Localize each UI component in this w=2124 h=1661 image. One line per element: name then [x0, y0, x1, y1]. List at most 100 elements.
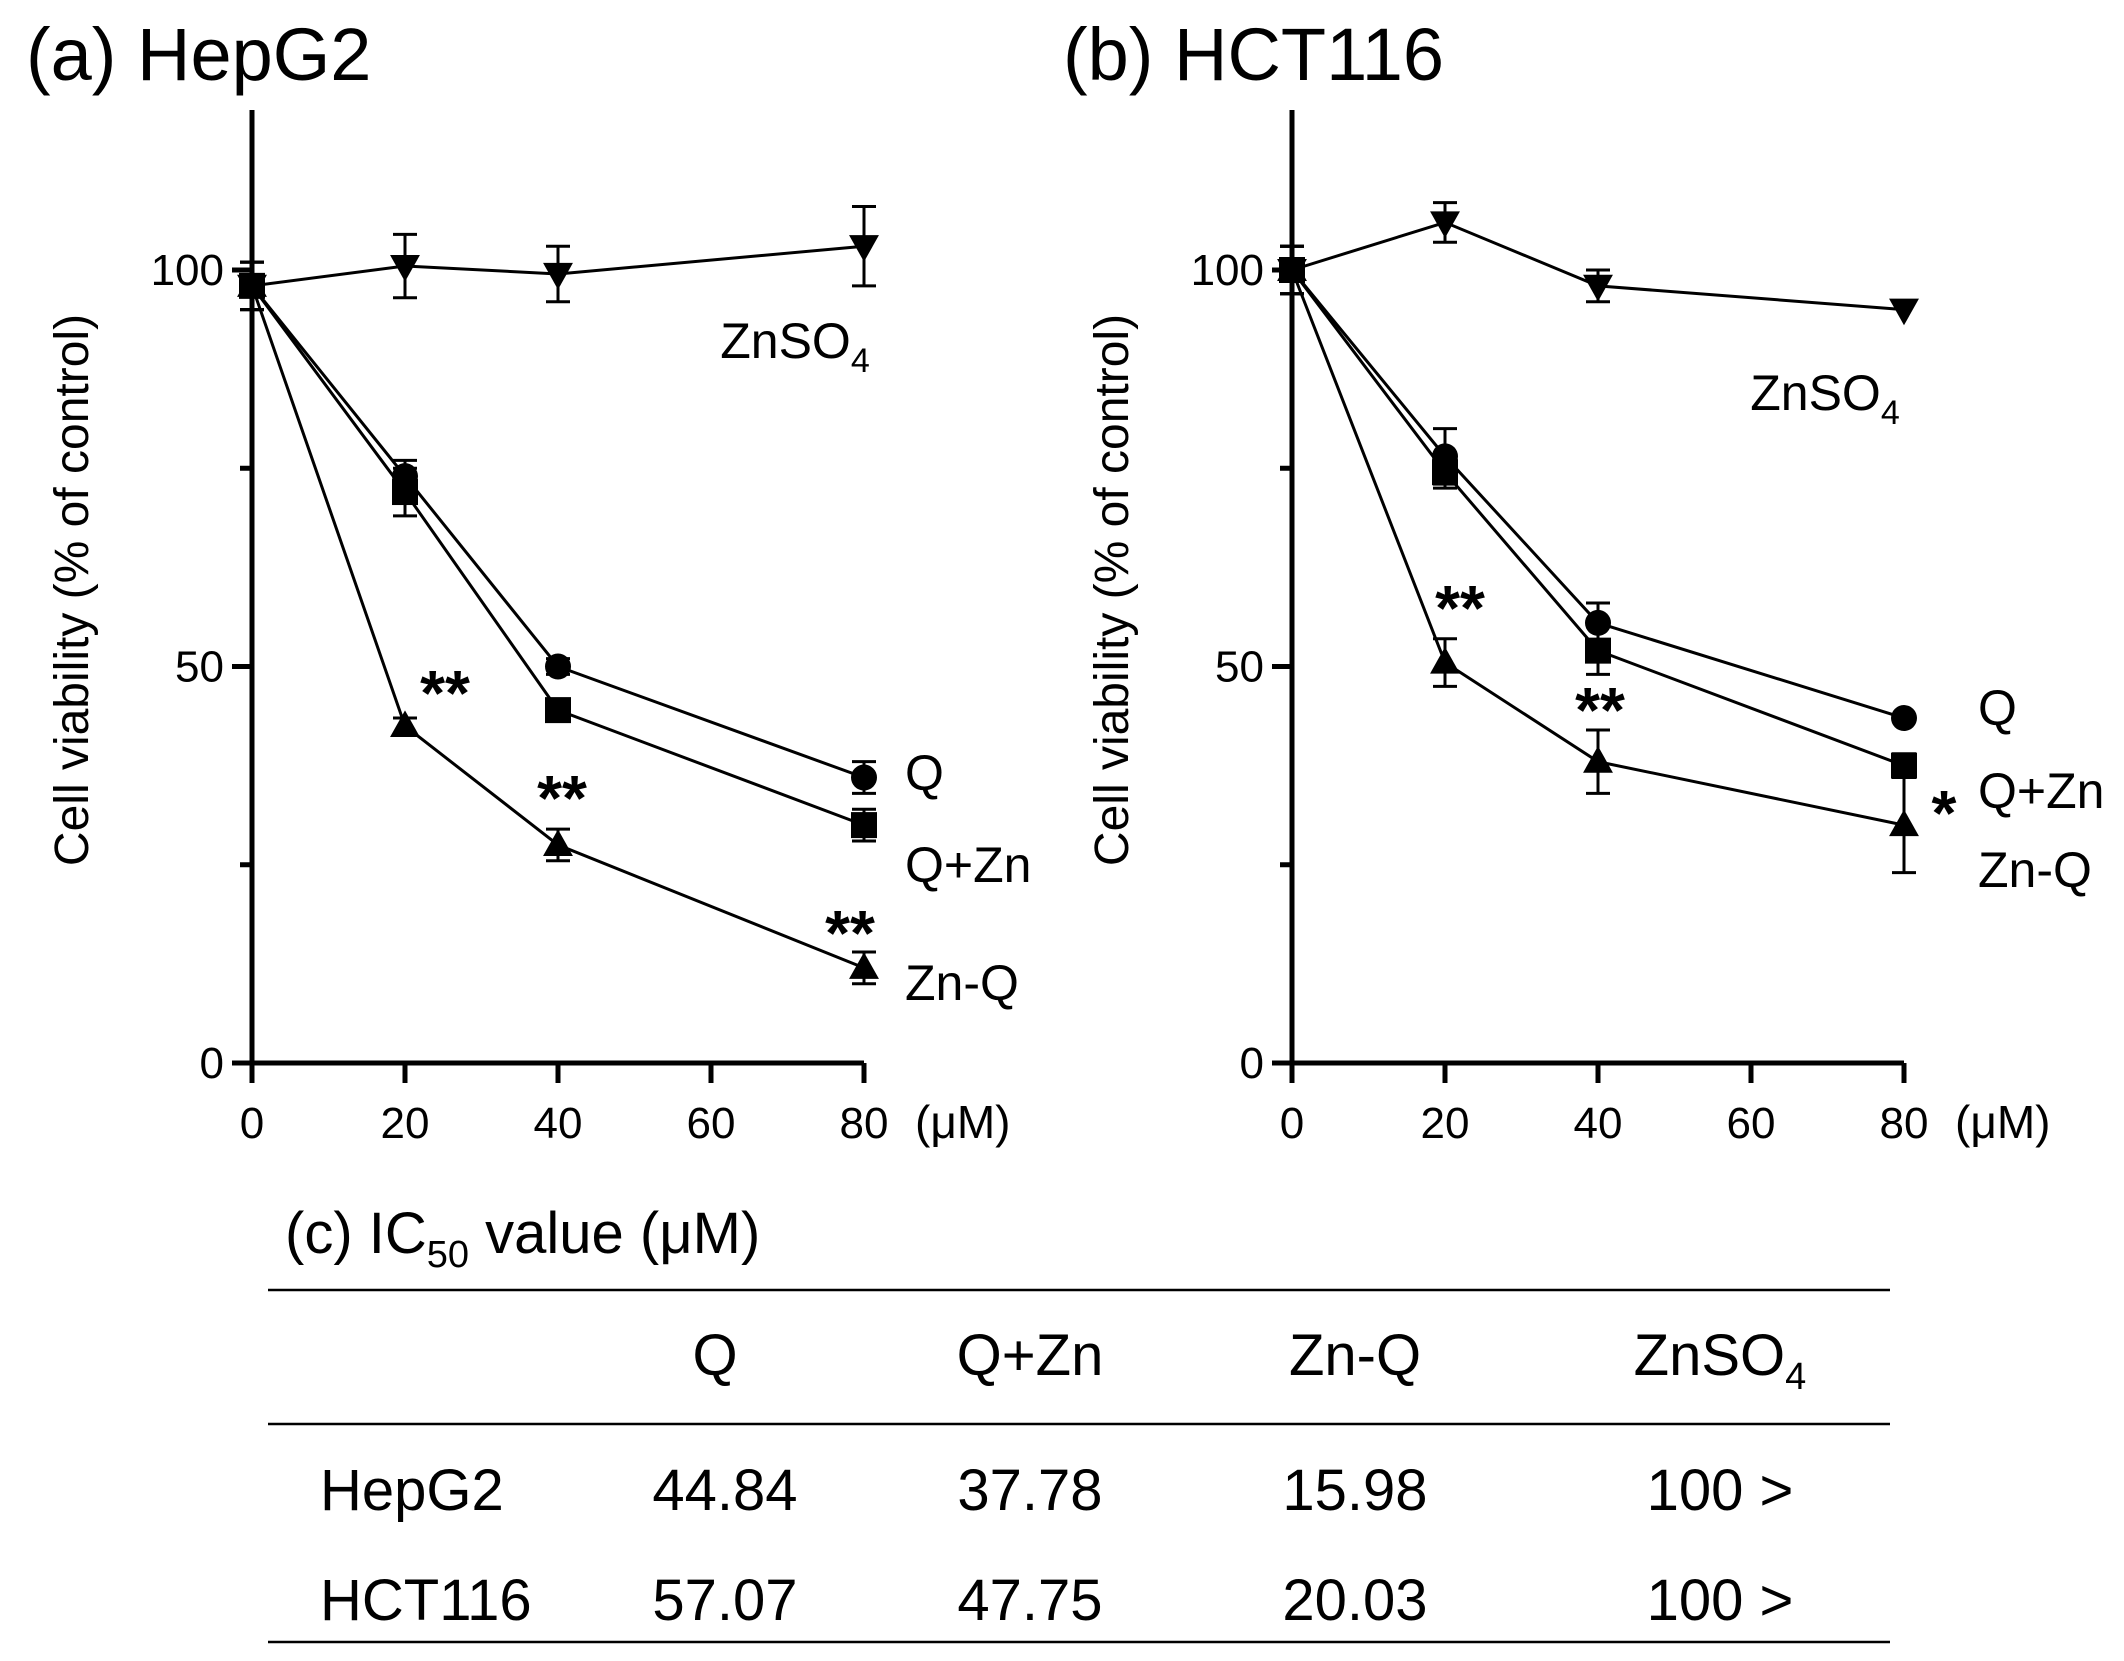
data-point [545, 653, 571, 680]
x-tick-label: 80 [1880, 1099, 1929, 1148]
data-point [1889, 298, 1919, 326]
table-cell: 47.75 [957, 1568, 1102, 1633]
significance-marker: * [1932, 777, 1957, 849]
series-line [250, 284, 865, 827]
x-tick-label: 0 [240, 1099, 264, 1148]
x-axis-unit: (μM) [1955, 1096, 2050, 1148]
series-line [250, 284, 865, 779]
table-row: HCT116 57.07 47.75 20.03 100 > [320, 1568, 1793, 1633]
series-line [1291, 220, 1905, 312]
data-point [849, 235, 879, 262]
series-label-subscript: 4 [1881, 394, 1900, 432]
table-cell: 15.98 [1282, 1458, 1427, 1523]
y-axis-label: Cell viability (% of control) [46, 314, 99, 866]
data-point [1583, 746, 1613, 773]
significance-marker: ** [420, 657, 470, 729]
y-tick-label: 100 [151, 246, 224, 295]
y-tick-label: 50 [175, 643, 224, 692]
series-label: Q+Zn [1978, 763, 2104, 819]
data-point [390, 254, 420, 282]
series-label-main: ZnSO [720, 313, 851, 369]
chart-panel-hct116: (b) HCT116 Cell viability (% of control)… [1063, 13, 2104, 1148]
y-tick-label: 0 [200, 1039, 224, 1088]
series-q-zn: Q+Zn [239, 260, 1031, 893]
table-title: (c) IC50 value (μM) [285, 1201, 760, 1276]
table-header-cell: Q+Zn [957, 1323, 1104, 1388]
table-cell: 100 > [1647, 1568, 1794, 1633]
chart-title: (b) HCT116 [1063, 13, 1444, 96]
series-zn-q: Zn-Q [237, 260, 1019, 1011]
series-line [1290, 269, 1905, 827]
series-label: ZnSO4 [1750, 365, 1900, 432]
significance-marker: ** [825, 897, 875, 969]
data-point [1585, 609, 1611, 636]
series-line [251, 244, 865, 288]
data-point [1585, 637, 1611, 664]
series-label: Q+Zn [905, 837, 1031, 893]
table-title-suffix: value (μM) [469, 1201, 760, 1266]
table-cell: 20.03 [1282, 1568, 1427, 1633]
significance-marker: ** [1575, 674, 1625, 746]
series-label: Q [905, 745, 944, 801]
series-zn-q: Zn-Q [1277, 244, 2092, 898]
data-point [1891, 705, 1917, 732]
table-cell: 37.78 [957, 1458, 1102, 1523]
chart-title: (a) HepG2 [26, 13, 371, 96]
x-tick-label: 40 [1574, 1099, 1623, 1148]
x-tick-label: 60 [1727, 1099, 1776, 1148]
data-point [543, 262, 573, 290]
series-label-main: ZnSO [1750, 365, 1881, 421]
data-point [237, 270, 267, 297]
data-point [543, 829, 573, 856]
x-tick-label: 80 [840, 1099, 889, 1148]
table-row-label: HCT116 [320, 1568, 532, 1633]
x-tick-label: 40 [534, 1099, 583, 1148]
table-title-prefix: (c) IC [285, 1201, 427, 1266]
table-cell: 44.84 [652, 1458, 797, 1523]
x-tick-label: 60 [687, 1099, 736, 1148]
table-title-subscript: 50 [427, 1234, 469, 1276]
table-header-subscript: 4 [1785, 1356, 1806, 1398]
table-header-cell: Q [692, 1323, 737, 1388]
data-point [1583, 274, 1613, 302]
series-label: Q [1978, 680, 2017, 736]
plot-area: 0 20 40 60 80 0 50 100 ZnSO4 Q Q+Zn Zn-Q ** ** ** [151, 110, 1031, 1148]
y-tick-label: 100 [1191, 246, 1264, 295]
data-point [1430, 646, 1460, 674]
series-label: ZnSO4 [720, 313, 870, 380]
series-label: Zn-Q [905, 955, 1019, 1011]
data-point [849, 952, 879, 979]
series-znso4: ZnSO4 [237, 205, 879, 380]
data-point [851, 764, 877, 791]
data-point [1430, 211, 1460, 239]
x-tick-label: 0 [1280, 1099, 1304, 1148]
data-point [1432, 459, 1458, 486]
y-tick-label: 50 [1215, 643, 1264, 692]
table-row-label: HepG2 [320, 1458, 504, 1523]
chart-panel-hepg2: (a) HepG2 Cell viability (% of control) … [26, 13, 1031, 1148]
significance-marker: ** [1435, 572, 1485, 644]
x-tick-label: 20 [1421, 1099, 1470, 1148]
series-line [250, 285, 865, 970]
data-point [1889, 809, 1919, 837]
data-point [1891, 752, 1917, 779]
table-row: HepG2 44.84 37.78 15.98 100 > [320, 1458, 1793, 1523]
data-point [390, 710, 420, 738]
y-axis-label: Cell viability (% of control) [1086, 314, 1139, 866]
table-cell: 100 > [1647, 1458, 1794, 1523]
table-header-main: ZnSO [1634, 1323, 1786, 1388]
series-label: Zn-Q [1978, 842, 2092, 898]
table-header-cell: Zn-Q [1289, 1323, 1421, 1388]
series-line [1290, 269, 1905, 768]
y-tick-label: 0 [1240, 1039, 1264, 1088]
data-point [1277, 254, 1307, 282]
data-point [545, 697, 571, 724]
series-label-subscript: 4 [851, 342, 870, 380]
data-point [392, 479, 418, 506]
x-tick-label: 20 [381, 1099, 430, 1148]
x-axis-unit: (μM) [915, 1096, 1010, 1148]
data-point [851, 812, 877, 839]
ic50-table: (c) IC50 value (μM) Q Q+Zn Zn-Q ZnSO4 HepG2 4… [268, 1201, 1890, 1644]
